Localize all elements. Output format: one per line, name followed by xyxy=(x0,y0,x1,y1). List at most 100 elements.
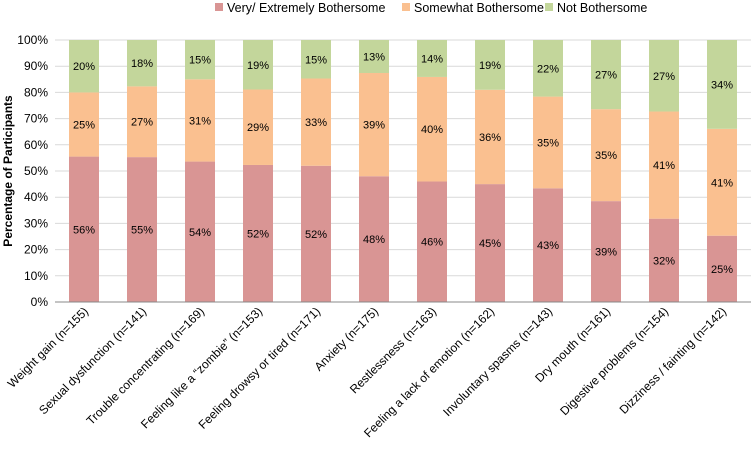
data-label: 56% xyxy=(73,224,95,236)
data-label: 15% xyxy=(189,55,211,67)
data-label: 27% xyxy=(131,117,153,129)
data-label: 18% xyxy=(131,58,153,70)
data-label: 36% xyxy=(479,132,501,144)
data-label: 55% xyxy=(131,225,153,237)
bar-segment-somewhat xyxy=(707,128,737,236)
data-label: 48% xyxy=(363,234,385,246)
bar-segment-somewhat xyxy=(475,89,505,185)
data-label: 32% xyxy=(653,255,675,267)
y-tick-label: 80% xyxy=(24,85,48,99)
data-label: 19% xyxy=(247,60,269,72)
bar-segment-somewhat xyxy=(127,86,157,158)
y-tick-label: 60% xyxy=(24,138,48,152)
y-tick-label: 10% xyxy=(24,269,48,283)
data-label: 41% xyxy=(653,160,675,172)
bar-segment-very-extremely xyxy=(243,164,273,302)
bar-segment-not xyxy=(185,40,215,80)
data-label: 31% xyxy=(189,115,211,127)
y-tick-label: 90% xyxy=(24,59,48,73)
y-tick-label: 0% xyxy=(31,295,49,309)
data-label: 19% xyxy=(479,60,501,72)
y-tick-label: 30% xyxy=(24,216,48,230)
data-label: 46% xyxy=(421,237,443,249)
data-label: 34% xyxy=(711,79,733,91)
bar-stack: 32% 41% 27% xyxy=(649,40,679,302)
bar-segment-not xyxy=(417,40,447,77)
bar-segment-somewhat xyxy=(301,78,331,166)
bars: 56% 25% 20% 55% 27% 18% 54% 31% 15% 52% 29% 19% 52% 3… xyxy=(69,40,737,302)
data-label: 13% xyxy=(363,52,385,64)
bar-segment-somewhat xyxy=(533,96,563,189)
data-label: 29% xyxy=(247,122,269,134)
bar-stack: 52% 33% 15% xyxy=(301,40,331,302)
data-label: 40% xyxy=(421,124,443,136)
data-label: 22% xyxy=(537,63,559,75)
bar-stack: 54% 31% 15% xyxy=(185,40,215,302)
bar-segment-very-extremely xyxy=(127,157,157,302)
bar-stack: 45% 36% 19% xyxy=(475,40,505,302)
data-label: 25% xyxy=(73,119,95,131)
bar-segment-somewhat xyxy=(185,79,215,162)
y-tick-label: 20% xyxy=(24,243,48,257)
data-label: 52% xyxy=(305,229,327,241)
x-axis-labels: Weight gain (n=155)Sexual dysfunction (n… xyxy=(5,304,729,440)
legend: Very/ Extremely Bothersome Somewhat Bothe… xyxy=(215,1,647,15)
legend-label: Very/ Extremely Bothersome xyxy=(227,1,385,15)
bar-stack: 48% 39% 13% xyxy=(359,40,389,302)
bar-segment-not xyxy=(591,40,621,110)
data-label: 41% xyxy=(711,177,733,189)
data-label: 27% xyxy=(595,70,617,82)
bar-stack: 55% 27% 18% xyxy=(127,40,157,302)
y-axis-label: Percentage of Participants xyxy=(1,95,15,247)
gridlines xyxy=(55,39,751,277)
data-label: 45% xyxy=(479,238,501,250)
bar-segment-not xyxy=(69,40,99,93)
data-label: 39% xyxy=(595,247,617,259)
data-label: 39% xyxy=(363,120,385,132)
legend-label: Not Bothersome xyxy=(557,1,647,15)
y-axis-ticks: 0% 10% 20% 30% 40% 50% 60% 70% 80% 90% 100% xyxy=(17,33,48,309)
data-label: 27% xyxy=(653,71,675,83)
data-label: 35% xyxy=(537,137,559,149)
bar-stack: 56% 25% 20% xyxy=(69,40,99,302)
x-tick-label: Feeling like a “zombie” (n=153) xyxy=(138,304,265,431)
bar-segment-somewhat xyxy=(649,111,679,219)
data-label: 43% xyxy=(537,240,559,252)
legend-swatch xyxy=(402,3,410,11)
y-tick-label: 100% xyxy=(17,33,48,47)
bar-segment-not xyxy=(243,40,273,90)
bar-segment-somewhat xyxy=(243,89,273,165)
legend-swatch xyxy=(215,3,223,11)
bar-segment-not xyxy=(301,40,331,79)
x-tick-label: Trouble concentrating (n=169) xyxy=(84,304,208,428)
x-tick-label: Sexual dysfunction (n=141) xyxy=(36,304,149,417)
x-tick-label: Digestive problems (n=154) xyxy=(557,304,671,418)
bar-segment-not xyxy=(475,40,505,90)
legend-label: Somewhat Bothersome xyxy=(414,1,544,15)
bar-segment-very-extremely xyxy=(185,161,215,302)
y-tick-label: 70% xyxy=(24,112,48,126)
bar-segment-somewhat xyxy=(591,109,621,202)
bar-segment-very-extremely xyxy=(475,184,505,302)
y-tick-label: 50% xyxy=(24,164,48,178)
bar-stack: 46% 40% 14% xyxy=(417,40,447,302)
bar-segment-somewhat xyxy=(359,73,389,177)
bar-segment-very-extremely xyxy=(417,181,447,302)
bar-stack: 25% 41% 34% xyxy=(707,40,737,302)
data-label: 25% xyxy=(711,264,733,276)
data-label: 15% xyxy=(305,54,327,66)
y-tick-label: 40% xyxy=(24,190,48,204)
bar-segment-not xyxy=(359,40,389,74)
data-label: 35% xyxy=(595,150,617,162)
data-label: 54% xyxy=(189,227,211,239)
bar-segment-very-extremely xyxy=(301,165,331,302)
bar-stack: 39% 35% 27% xyxy=(591,40,621,302)
bar-segment-not xyxy=(127,40,157,87)
x-tick-label: Feeling drowsy or tired (n=171) xyxy=(196,304,324,432)
bar-segment-very-extremely xyxy=(69,156,99,302)
bar-segment-somewhat xyxy=(417,76,447,182)
data-label: 20% xyxy=(73,61,95,73)
data-label: 52% xyxy=(247,228,269,240)
legend-swatch xyxy=(545,3,553,11)
